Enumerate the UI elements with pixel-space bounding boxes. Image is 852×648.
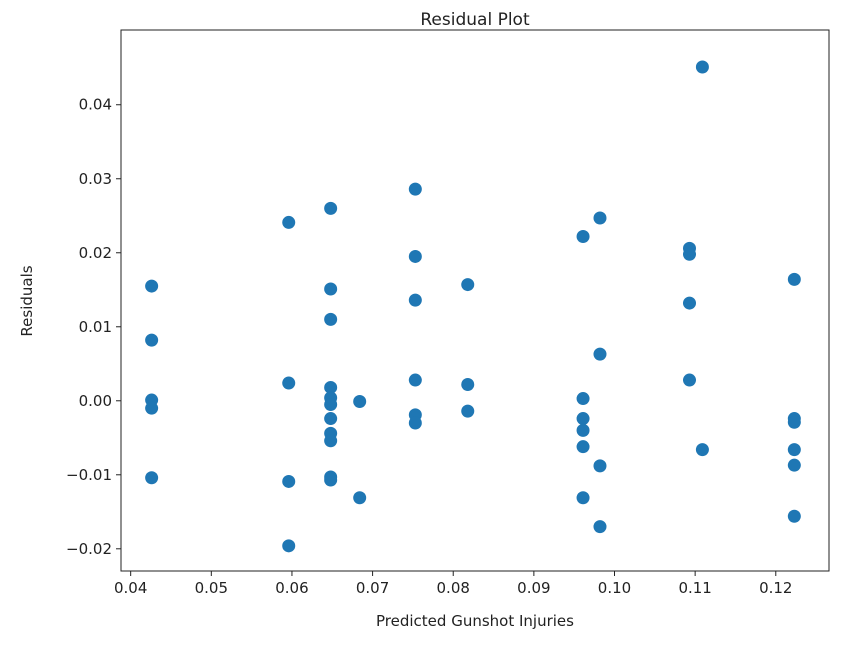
x-tick-label: 0.12 xyxy=(759,579,792,597)
data-point xyxy=(282,376,296,390)
y-tick-label: 0.04 xyxy=(79,96,112,114)
data-point xyxy=(787,415,801,429)
y-tick-label: 0.02 xyxy=(79,244,112,262)
data-point xyxy=(324,282,338,296)
x-tick-label: 0.07 xyxy=(356,579,389,597)
x-tick-label: 0.11 xyxy=(678,579,711,597)
data-point xyxy=(695,443,709,457)
x-tick-label: 0.09 xyxy=(517,579,550,597)
data-point xyxy=(682,373,696,387)
data-point xyxy=(324,412,338,426)
data-point xyxy=(145,279,159,293)
x-axis-label: Predicted Gunshot Injuries xyxy=(376,612,574,630)
y-axis-label: Residuals xyxy=(18,265,36,336)
y-tick-label: −0.01 xyxy=(66,466,112,484)
data-point xyxy=(461,278,475,292)
data-point xyxy=(787,443,801,457)
data-point xyxy=(576,491,590,505)
data-point xyxy=(576,392,590,406)
data-point xyxy=(593,347,607,361)
scatter-points xyxy=(145,60,801,553)
data-point xyxy=(282,215,296,229)
data-point xyxy=(576,423,590,437)
data-point xyxy=(787,272,801,286)
y-tick-label: 0.01 xyxy=(79,318,112,336)
x-axis: 0.04 0.05 0.06 0.07 0.08 0.09 0.10 0.11 0.12 xyxy=(114,571,792,597)
data-point xyxy=(576,229,590,243)
data-point xyxy=(324,312,338,326)
x-tick-label: 0.10 xyxy=(598,579,631,597)
y-tick-label: 0.00 xyxy=(79,392,112,410)
data-point xyxy=(593,459,607,473)
data-point xyxy=(695,60,709,74)
data-point xyxy=(145,471,159,485)
data-point xyxy=(408,182,422,196)
data-point xyxy=(408,249,422,263)
data-point xyxy=(787,509,801,523)
data-point xyxy=(324,380,338,394)
data-point xyxy=(145,401,159,415)
plot-frame xyxy=(120,29,830,572)
chart-title: Residual Plot xyxy=(420,10,530,30)
data-point xyxy=(461,377,475,391)
data-point xyxy=(593,211,607,225)
x-tick-label: 0.05 xyxy=(195,579,228,597)
y-axis: −0.02 −0.01 0.00 0.01 0.02 0.03 0.04 xyxy=(66,96,121,558)
x-tick-label: 0.08 xyxy=(437,579,470,597)
data-point xyxy=(461,404,475,418)
x-tick-label: 0.04 xyxy=(114,579,147,597)
data-point xyxy=(408,293,422,307)
data-point xyxy=(324,397,338,411)
y-tick-label: 0.03 xyxy=(79,170,112,188)
data-point xyxy=(353,395,367,409)
data-point xyxy=(787,458,801,472)
y-tick-label: −0.02 xyxy=(66,540,112,558)
data-point xyxy=(324,473,338,487)
data-point xyxy=(282,539,296,553)
data-point xyxy=(324,201,338,215)
data-point xyxy=(282,474,296,488)
data-point xyxy=(324,434,338,448)
data-point xyxy=(682,247,696,261)
x-tick-label: 0.06 xyxy=(275,579,308,597)
data-point xyxy=(593,520,607,534)
data-point xyxy=(682,296,696,310)
data-point xyxy=(576,440,590,454)
data-point xyxy=(145,333,159,347)
data-point xyxy=(353,491,367,505)
data-point xyxy=(576,412,590,426)
data-point xyxy=(408,416,422,430)
data-point xyxy=(408,373,422,387)
